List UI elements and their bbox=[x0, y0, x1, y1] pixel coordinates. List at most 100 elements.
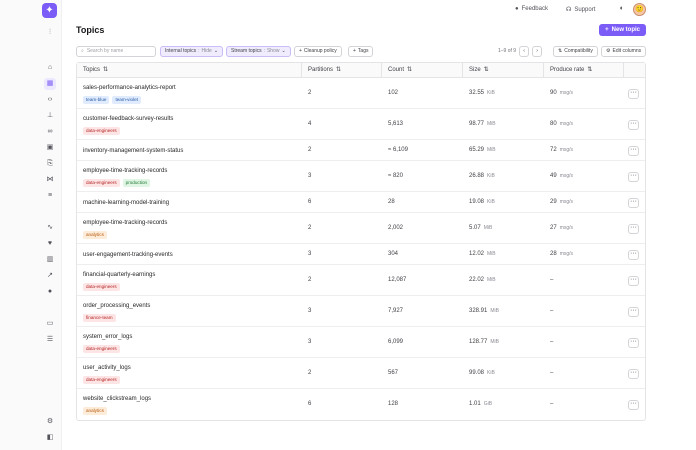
topic-name-link[interactable]: user-engagement-tracking-events bbox=[83, 252, 173, 258]
tags-filter[interactable]: + Tags bbox=[348, 46, 374, 57]
hierarchy-icon[interactable]: ⊥ bbox=[46, 112, 54, 119]
table-row[interactable]: system_error_logs data-engineers 3 6,099 128… bbox=[77, 327, 645, 358]
count-cell: 304 bbox=[388, 251, 399, 257]
activity-icon[interactable]: ∿ bbox=[47, 224, 53, 231]
topic-name-link[interactable]: inventory-management-system-status bbox=[83, 148, 184, 154]
calendar-icon[interactable]: ▭ bbox=[46, 320, 54, 327]
tag-list: data-engineers bbox=[83, 345, 120, 353]
table-row[interactable]: user_activity_logs data-engineers 2 567 99.0… bbox=[77, 358, 645, 389]
branch-icon[interactable]: ⋈ bbox=[46, 176, 54, 183]
row-actions-menu-icon[interactable]: ··· bbox=[628, 249, 639, 260]
panel-toggle-icon[interactable]: ◧ bbox=[46, 434, 54, 441]
column-header-count[interactable]: Count ⇅ bbox=[388, 63, 412, 78]
table-row[interactable]: employee-time-tracking-records data-engin… bbox=[77, 161, 645, 192]
link-icon[interactable]: ∞ bbox=[47, 128, 53, 135]
row-actions-menu-icon[interactable]: ··· bbox=[628, 275, 639, 286]
count-cell: 6,099 bbox=[388, 339, 404, 345]
topic-name-link[interactable]: financial-quarterly-earnings bbox=[83, 272, 156, 278]
row-actions-menu-icon[interactable]: ··· bbox=[628, 145, 639, 156]
topic-tag[interactable]: team-violet bbox=[112, 96, 141, 104]
size-cell: 12.02 MiB bbox=[469, 251, 496, 257]
trend-icon[interactable]: ↗ bbox=[47, 272, 53, 279]
database-icon[interactable]: ≡ bbox=[47, 192, 53, 199]
theme-toggle-icon[interactable]: ◐ bbox=[619, 5, 624, 12]
feedback-link[interactable]: ● Feedback bbox=[515, 6, 548, 12]
topic-tag[interactable]: analytics bbox=[83, 231, 107, 239]
compatibility-button[interactable]: ⇅ Compatibility bbox=[553, 46, 598, 57]
support-link[interactable]: ☊ Support bbox=[566, 6, 596, 14]
plus-icon: + bbox=[299, 48, 302, 54]
topic-name-link[interactable]: sales-performance-analytics-report bbox=[83, 85, 176, 91]
row-actions-menu-icon[interactable]: ··· bbox=[628, 171, 639, 182]
column-header-topics[interactable]: Topics ⇅ bbox=[83, 63, 108, 78]
row-actions-menu-icon[interactable]: ··· bbox=[628, 368, 639, 379]
file-search-icon[interactable]: ⎘ bbox=[47, 160, 53, 167]
topic-tag[interactable]: data-engineers bbox=[83, 376, 120, 384]
topic-tag[interactable]: data-engineers bbox=[83, 179, 120, 187]
count-cell: 28 bbox=[388, 199, 395, 205]
table-row[interactable]: machine-learning-model-training 6 28 19.08 K… bbox=[77, 192, 645, 213]
new-topic-button[interactable]: + New topic bbox=[599, 24, 646, 36]
cleanup-policy-filter[interactable]: + Cleanup policy bbox=[294, 46, 342, 57]
topic-name-link[interactable]: user_activity_logs bbox=[83, 365, 131, 371]
table-row[interactable]: user-engagement-tracking-events 3 304 12.02… bbox=[77, 244, 645, 265]
topic-tag[interactable]: team-blue bbox=[83, 96, 110, 104]
settings-icon[interactable]: ⚙ bbox=[46, 418, 54, 425]
info-icon[interactable]: ● bbox=[47, 288, 53, 295]
table-row[interactable]: financial-quarterly-earnings data-enginee… bbox=[77, 265, 645, 296]
column-header-partitions[interactable]: Partitions ⇅ bbox=[308, 63, 341, 78]
topic-name-link[interactable]: system_error_logs bbox=[83, 334, 133, 340]
home-icon[interactable]: ⌂ bbox=[47, 64, 53, 71]
topic-tag[interactable]: data-engineers bbox=[83, 283, 120, 291]
box-icon[interactable]: ▣ bbox=[46, 144, 54, 151]
document-icon[interactable]: ☰ bbox=[46, 336, 54, 343]
bar-chart-icon[interactable]: ▥ bbox=[46, 256, 54, 263]
page-title: Topics bbox=[76, 25, 105, 35]
row-actions-menu-icon[interactable]: ··· bbox=[628, 88, 639, 99]
collapse-sidebar-icon[interactable]: ⫶ bbox=[49, 29, 51, 36]
produce-rate-cell: – bbox=[550, 308, 554, 314]
row-actions-menu-icon[interactable]: ··· bbox=[628, 399, 639, 410]
table-row[interactable]: customer-feedback-survey-results data-eng… bbox=[77, 109, 645, 140]
topic-tag[interactable]: data-engineers bbox=[83, 127, 120, 135]
topic-name-link[interactable]: customer-feedback-survey-results bbox=[83, 116, 174, 122]
topic-name-link[interactable]: employee-time-tracking-records bbox=[83, 168, 168, 174]
table-row[interactable]: inventory-management-system-status 2 ≈ 6,1… bbox=[77, 140, 645, 161]
search-input[interactable]: ⌕ Search by name bbox=[76, 46, 156, 57]
code-icon[interactable]: ‹› bbox=[47, 96, 53, 103]
row-actions-menu-icon[interactable]: ··· bbox=[628, 223, 639, 234]
partitions-cell: 2 bbox=[308, 370, 312, 376]
topic-tag[interactable]: data-engineers bbox=[83, 345, 120, 353]
table-row[interactable]: website_clickstream_logs analytics 6 128 1.0… bbox=[77, 389, 645, 420]
partitions-cell: 3 bbox=[308, 308, 312, 314]
count-cell: 567 bbox=[388, 370, 399, 376]
row-actions-menu-icon[interactable]: ··· bbox=[628, 119, 639, 130]
chevron-right-icon[interactable]: › bbox=[532, 46, 543, 57]
table-row[interactable]: sales-performance-analytics-report team-b… bbox=[77, 78, 645, 109]
topic-tag[interactable]: production bbox=[122, 179, 151, 187]
table-row[interactable]: order_processing_events finance-team 3 7,92… bbox=[77, 296, 645, 327]
table-row[interactable]: employee-time-tracking-records analytics 2… bbox=[77, 213, 645, 244]
tag-list: data-engineers production bbox=[83, 179, 151, 187]
chevron-left-icon[interactable]: ‹ bbox=[519, 46, 530, 57]
edit-columns-button[interactable]: ⚙ Edit columns bbox=[601, 46, 647, 57]
row-actions-menu-icon[interactable]: ··· bbox=[628, 197, 639, 208]
avatar[interactable]: 🙂 bbox=[633, 3, 646, 16]
topic-name-link[interactable]: employee-time-tracking-records bbox=[83, 220, 168, 226]
stream-topics-filter[interactable]: Stream topics : Show ⌄ bbox=[226, 46, 291, 57]
topics-grid-icon[interactable]: ▦ bbox=[44, 78, 56, 90]
heart-icon[interactable]: ♥ bbox=[47, 240, 53, 247]
column-header-produce-rate[interactable]: Produce rate ⇅ bbox=[550, 63, 592, 78]
topic-name-link[interactable]: order_processing_events bbox=[83, 303, 151, 309]
internal-topics-filter[interactable]: Internal topics : Hide ⌄ bbox=[160, 46, 224, 57]
app-logo[interactable]: ✦ bbox=[42, 3, 57, 18]
column-header-size[interactable]: Size ⇅ bbox=[469, 63, 489, 78]
table-body: sales-performance-analytics-report team-b… bbox=[77, 78, 645, 420]
row-actions-menu-icon[interactable]: ··· bbox=[628, 337, 639, 348]
plus-icon: + bbox=[353, 48, 356, 54]
topic-tag[interactable]: analytics bbox=[83, 407, 107, 415]
topic-name-link[interactable]: machine-learning-model-training bbox=[83, 200, 170, 206]
topic-tag[interactable]: finance-team bbox=[83, 314, 116, 322]
row-actions-menu-icon[interactable]: ··· bbox=[628, 306, 639, 317]
topic-name-link[interactable]: website_clickstream_logs bbox=[83, 396, 152, 402]
